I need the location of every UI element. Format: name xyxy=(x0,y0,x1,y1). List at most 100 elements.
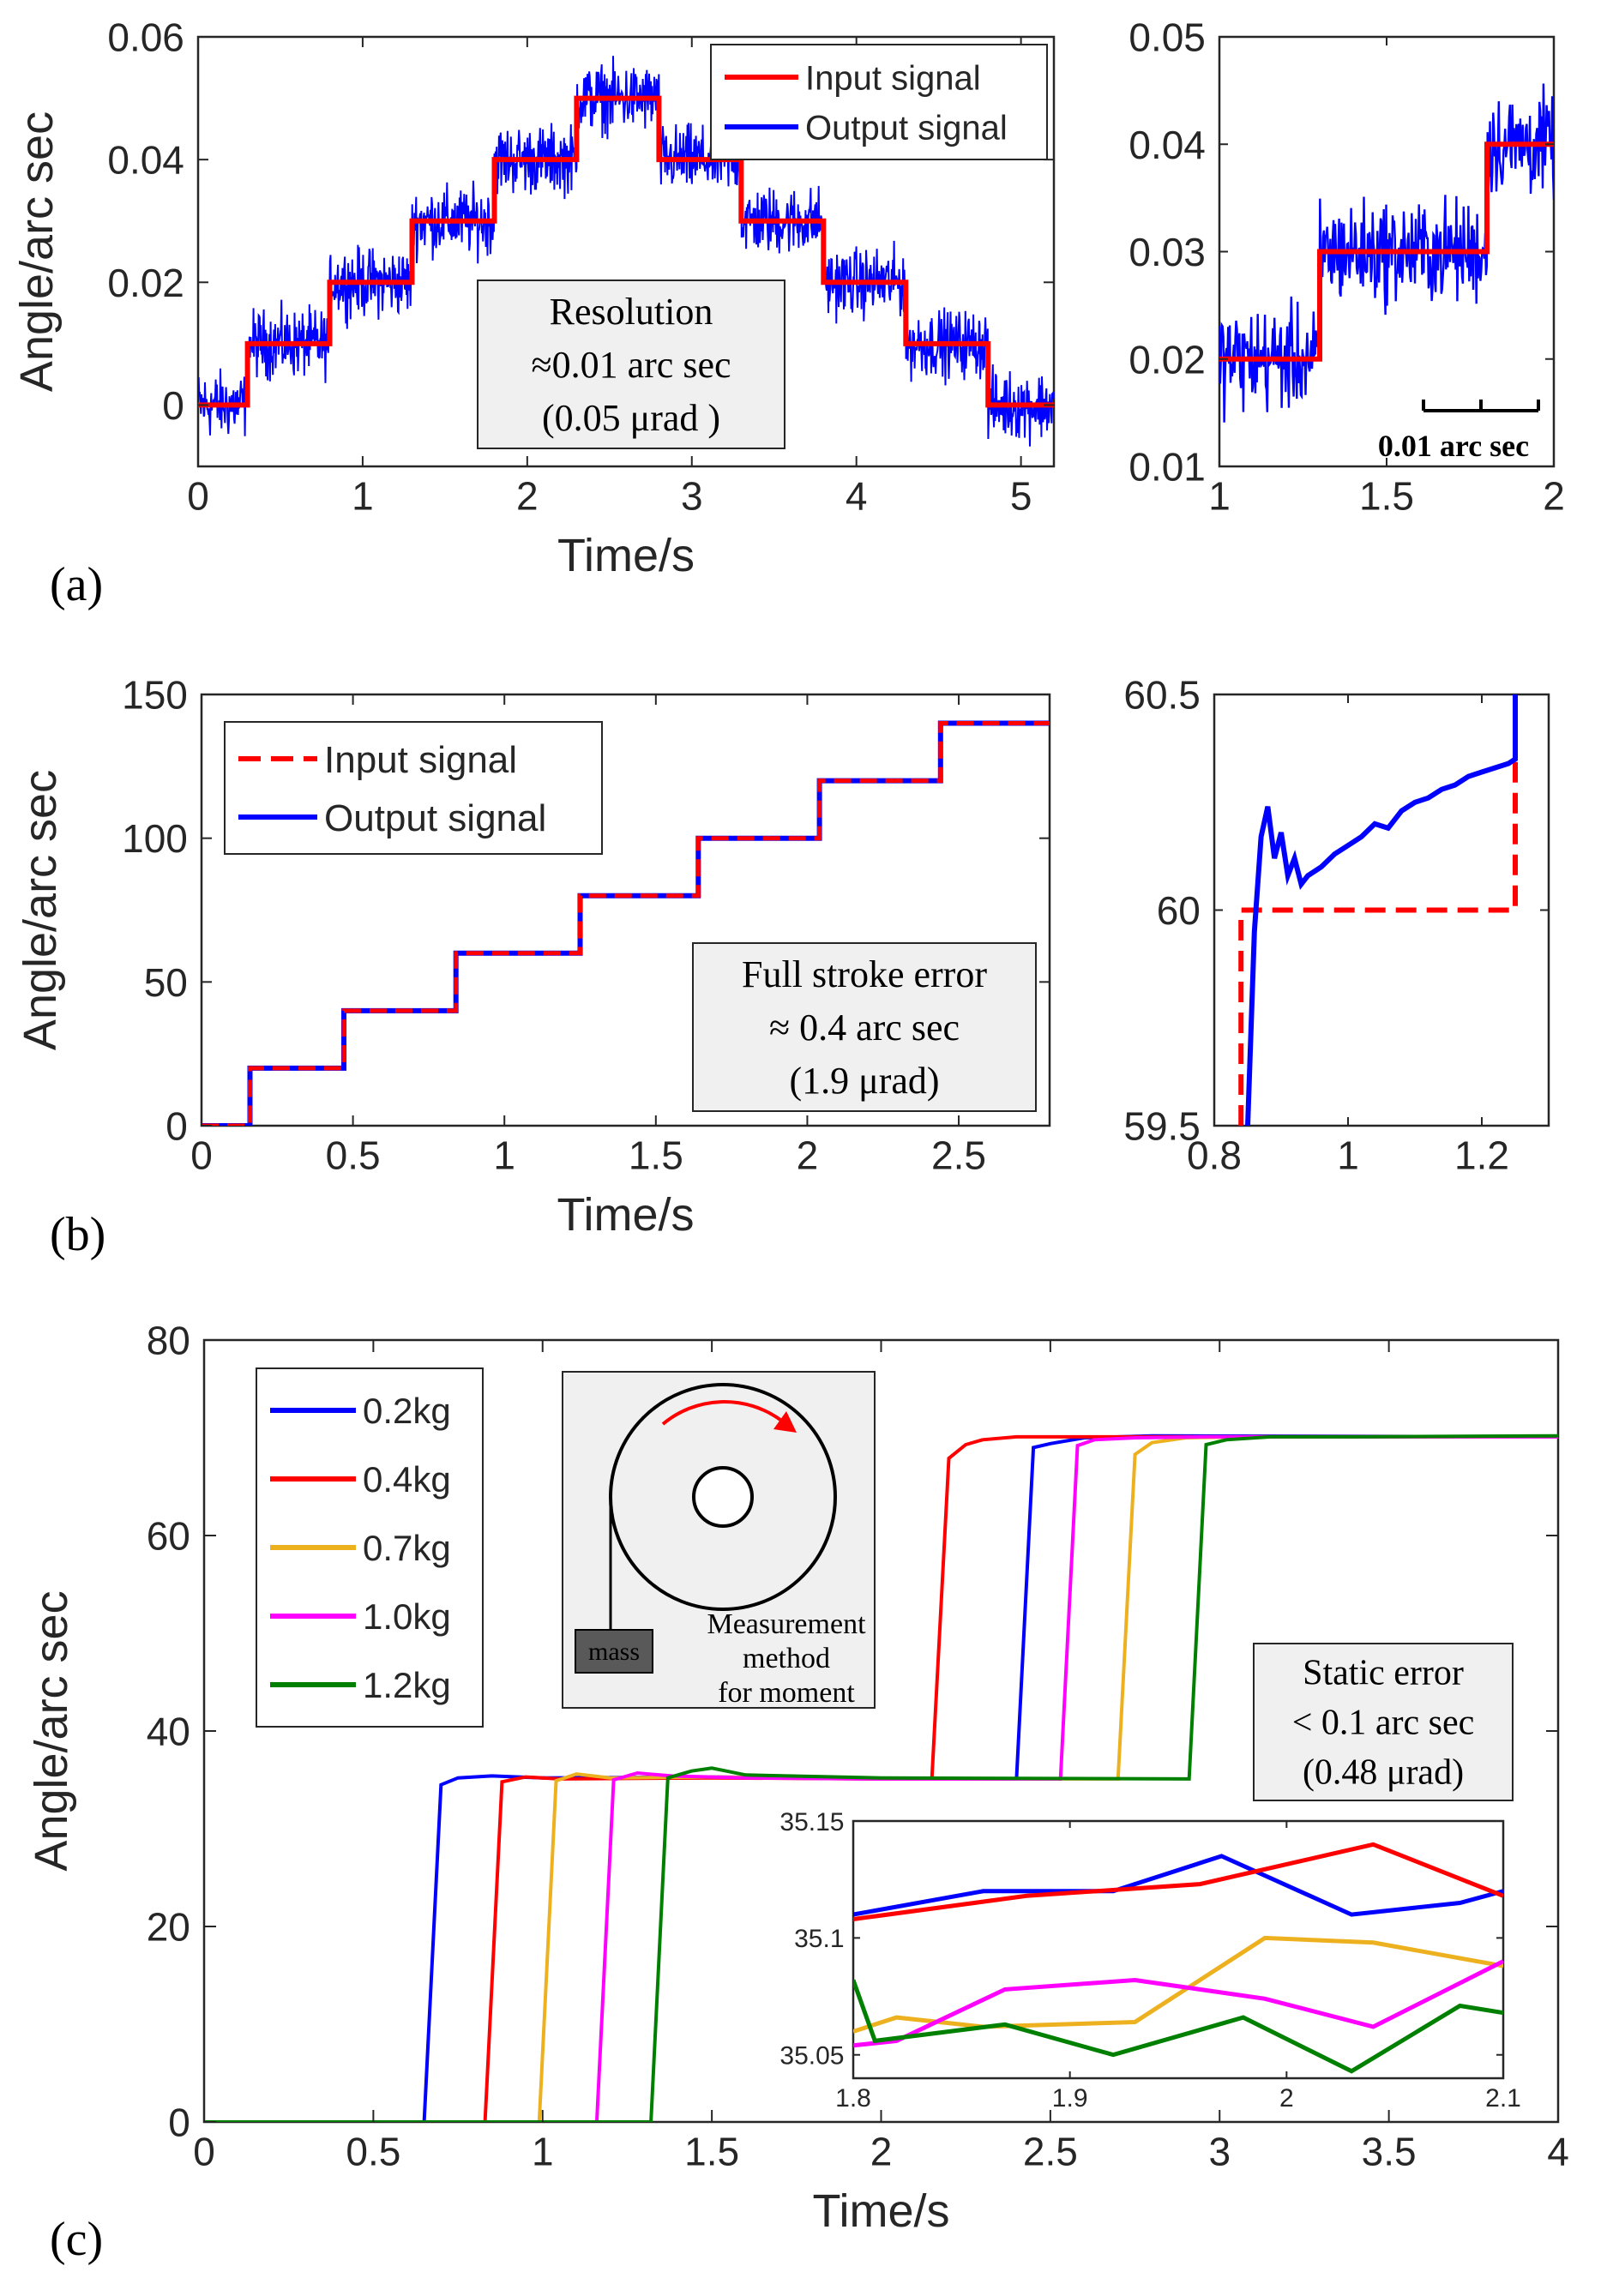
panel-label-c: (c) xyxy=(50,2213,103,2266)
c_main-xtick-label: 0.5 xyxy=(346,2130,400,2174)
a_zoom-ytick-label: 0.01 xyxy=(1129,445,1206,490)
a_zoom-xtick-label: 2 xyxy=(1543,474,1565,519)
c_inset-xtick-label: 1.8 xyxy=(835,2084,871,2113)
a_zoom-series-group xyxy=(1219,83,1554,423)
b_zoom-ytick-label: 60 xyxy=(1157,888,1201,933)
b_main-x-axis-label: Time/s xyxy=(557,1189,695,1241)
a_main-xtick-label: 1 xyxy=(352,474,374,519)
c-inset-series-0.2kg xyxy=(853,1854,1503,1917)
b_zoom-ytick-label: 60.5 xyxy=(1123,673,1201,718)
c_main-ytick-label: 80 xyxy=(147,1319,190,1363)
b-zoom-input-line xyxy=(1238,694,1518,1126)
c_main-xtick-label: 1.5 xyxy=(684,2130,739,2174)
b-main-input-line xyxy=(202,721,1050,1126)
a_main-xtick-label: 3 xyxy=(681,474,703,519)
a_main-ytick-label: 0.04 xyxy=(107,138,184,183)
b_zoom-xtick-label: 0.8 xyxy=(1187,1133,1242,1178)
b_zoom-xtick-label: 1 xyxy=(1337,1133,1359,1178)
b_zoom-axes: 0.8 1 1.2 59.5 60 60.5 xyxy=(1123,673,1550,1178)
a_zoom-xtick-label: 1.5 xyxy=(1359,474,1414,519)
a_main-y-axis-label: Angle/arc sec xyxy=(11,111,63,392)
b_main-legend-box xyxy=(224,721,603,855)
b_main-annotation: Full stroke error ≈ 0.4 arc sec (1.9 μrad) xyxy=(692,942,1037,1112)
c_main-legend-item: 0.2kg xyxy=(363,1391,451,1431)
b_zoom-ytick-label: 59.5 xyxy=(1123,1104,1201,1149)
b_main-xtick-label: 0.5 xyxy=(326,1133,381,1178)
c_main-legend-item: 0.7kg xyxy=(363,1528,451,1568)
a_main-xtick-label: 5 xyxy=(1010,474,1032,519)
a_main-annotation-box xyxy=(477,279,785,449)
a_main-legend-item: Input signal xyxy=(805,59,981,97)
c_main-annotation-line: Static error xyxy=(1303,1654,1464,1693)
a_zoom-ytick-label: 0.04 xyxy=(1129,123,1206,167)
c_main-ytick-label: 40 xyxy=(147,1710,190,1754)
a_main-annotation-line: ≈0.01 arc sec xyxy=(531,344,731,386)
b_main-annotation-line: (1.9 μrad) xyxy=(789,1060,939,1102)
rotation-arrow-arc xyxy=(661,1400,782,1426)
c_main-annotation-line: < 0.1 arc sec xyxy=(1292,1704,1475,1743)
c_main-legend: 0.2kg 0.4kg 0.7kg 1.0kg 1.2kg xyxy=(256,1367,484,1728)
b_main-legend-item: Input signal xyxy=(324,739,517,781)
c_main-xtick-label: 2.5 xyxy=(1023,2130,1078,2174)
a_zoom-ytick-label: 0.02 xyxy=(1129,337,1206,382)
b_main-xtick-label: 1 xyxy=(493,1133,515,1178)
a_main-series-group xyxy=(198,56,1054,447)
a_main-x-axis-label: Time/s xyxy=(557,530,695,581)
a_main-xtick-label: 0 xyxy=(187,474,209,519)
c-inset-series-0.4kg xyxy=(853,1842,1503,1921)
b-zoom-output-line xyxy=(1245,694,1518,1126)
c_main-annotation: Static error < 0.1 arc sec (0.48 μrad) xyxy=(1253,1643,1514,1801)
a-main-input-line xyxy=(198,95,1054,408)
c_inset-xtick-label: 2 xyxy=(1279,2084,1294,2113)
b_main-ytick-label: 100 xyxy=(122,816,188,861)
a-zoom-input-line xyxy=(1219,141,1554,362)
b_main-ytick-label: 50 xyxy=(144,960,188,1005)
a_zoom-xtick-label: 1 xyxy=(1208,474,1231,519)
rotation-arrowhead xyxy=(773,1411,797,1433)
c_main-legend-item: 1.2kg xyxy=(363,1665,451,1705)
inset-caption-line: Measurement xyxy=(707,1608,866,1640)
b_zoom-xtick-label: 1.2 xyxy=(1454,1133,1509,1178)
c_inset-ytick-label: 35.15 xyxy=(779,1808,844,1836)
mass-label: mass xyxy=(588,1638,640,1666)
c_main-xtick-label: 1 xyxy=(532,2130,554,2174)
c_main-ytick-label: 20 xyxy=(147,1905,190,1950)
b_main-legend: Input signal Output signal xyxy=(224,721,603,855)
a_main-ytick-label: 0.06 xyxy=(107,15,184,60)
scalebar-label: 0.01 arc sec xyxy=(1378,429,1529,463)
c_inset-xtick-label: 2.1 xyxy=(1485,2084,1521,2113)
c_main-xtick-label: 3 xyxy=(1208,2130,1231,2174)
b_main-xtick-label: 1.5 xyxy=(629,1133,683,1178)
c_inset-axes: 1.8 1.9 2 2.1 35.05 35.1 35.15 xyxy=(779,1808,1520,2113)
c-inset-series-1.0kg xyxy=(853,1959,1503,2048)
a_main-ytick-label: 0 xyxy=(162,383,184,428)
b_main-xtick-label: 0 xyxy=(190,1133,213,1178)
c_main-series-group xyxy=(204,1433,1558,2122)
c_main-ytick-label: 0 xyxy=(168,2101,190,2145)
c_inset-ytick-label: 35.05 xyxy=(779,2042,844,2071)
panel-label-a: (a) xyxy=(50,558,103,611)
c_main-xtick-label: 2 xyxy=(870,2130,893,2174)
c_inset-ytick-label: 35.1 xyxy=(794,1925,844,1953)
b_main-ytick-label: 0 xyxy=(166,1104,188,1149)
mass-block xyxy=(575,1629,653,1674)
b_zoom-series-group xyxy=(1238,694,1518,1126)
a_zoom-ytick-label: 0.05 xyxy=(1129,15,1206,60)
b_main-annotation-line: Full stroke error xyxy=(742,953,987,995)
c_main-annotation-box xyxy=(1253,1643,1514,1801)
a_zoom-axes: 1 1.5 2 0.01 0.02 0.03 0.04 0.05 xyxy=(1129,15,1564,519)
b_main-legend-item: Output signal xyxy=(324,797,546,839)
c_main-ytick-label: 60 xyxy=(147,1514,190,1559)
c_inset-xtick-label: 1.9 xyxy=(1052,2084,1088,2113)
c_main-xtick-label: 3.5 xyxy=(1362,2130,1417,2174)
a_main-annotation-line: (0.05 μrad ) xyxy=(542,397,720,439)
c_main-x-axis-label: Time/s xyxy=(813,2185,950,2237)
c-inset-series-0.7kg xyxy=(853,1935,1503,2034)
a_main-xtick-label: 4 xyxy=(846,474,868,519)
b_main-annotation-line: ≈ 0.4 arc sec xyxy=(769,1007,960,1049)
b_main-y-axis-label: Angle/arc sec xyxy=(15,770,66,1050)
c_main-xtick-label: 4 xyxy=(1547,2130,1569,2174)
a_main-annotation-line: Resolution xyxy=(550,291,713,333)
c_inset-series-group xyxy=(853,1842,1503,2074)
